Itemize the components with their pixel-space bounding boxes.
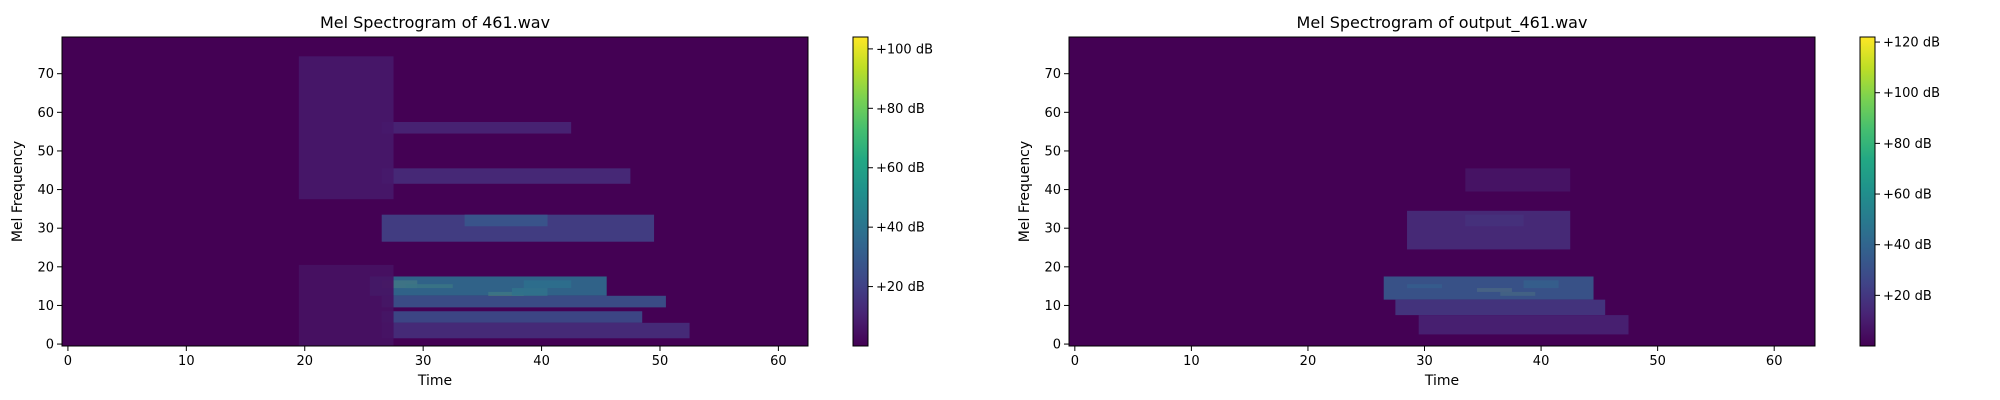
colorbar-tick-label: +80 dB (876, 102, 925, 117)
x-axis-label: Time (1424, 373, 1459, 389)
colorbar-tick-label: +60 dB (1883, 188, 1932, 203)
heatmap-region-15 (298, 264, 394, 346)
y-axis-label: Mel Frequency (10, 141, 26, 242)
heatmap-region-7 (381, 295, 666, 308)
heatmap-region-10 (1465, 168, 1571, 192)
y-tick-label: 50 (37, 144, 54, 159)
heatmap-region-5 (1383, 276, 1594, 300)
x-tick-label: 60 (1766, 354, 1783, 369)
heatmap-region-13 (381, 121, 572, 134)
chart-title: Mel Spectrogram of 461.wav (320, 13, 550, 32)
chart-panel-2: 0 10 20 30 40 50 60 0 10 20 30 40 50 60 70 Mel Spectrog… (1017, 13, 1940, 389)
heatmap-region-7 (1418, 315, 1629, 335)
colorbar-tick-label: +40 dB (1883, 238, 1932, 253)
colorbar-tick-label: +100 dB (1883, 86, 1940, 101)
y-tick-label: 30 (1044, 222, 1061, 237)
colorbar-tick-label: +120 dB (1883, 36, 1940, 51)
y-tick-label: 30 (37, 222, 54, 237)
x-tick-label: 50 (1649, 354, 1666, 369)
y-tick-label: 40 (1044, 183, 1061, 198)
y-tick-label: 20 (37, 260, 54, 275)
y-tick-label: 0 (1053, 338, 1061, 353)
x-tick-label: 40 (1533, 354, 1550, 369)
y-axis-label: Mel Frequency (1017, 141, 1033, 242)
heatmap-region-6 (369, 276, 607, 296)
colorbar-tick-label: +20 dB (876, 280, 925, 295)
heatmap-region-12 (381, 168, 631, 184)
x-tick-label: 0 (64, 354, 72, 369)
x-tick-label: 10 (1183, 354, 1200, 369)
chart-title: Mel Spectrogram of output_461.wav (1297, 13, 1588, 33)
colorbar (1859, 36, 1876, 347)
y-tick-label: 50 (1044, 144, 1061, 159)
heatmap-cells (298, 56, 690, 346)
y-tick-label: 0 (46, 338, 54, 353)
colorbar-tick-label: +40 dB (876, 221, 925, 236)
x-tick-label: 40 (533, 354, 550, 369)
colorbar-tick-label: +100 dB (876, 42, 933, 57)
x-tick-label: 50 (652, 354, 669, 369)
colorbar-tick-label: +60 dB (876, 161, 925, 176)
heatmap-region-14 (298, 56, 394, 200)
heatmap-region-8 (381, 311, 643, 323)
y-tick-label: 60 (37, 106, 54, 121)
x-axis-label: Time (417, 373, 452, 389)
heatmap-region-6 (1395, 299, 1606, 316)
y-tick-label: 70 (1044, 67, 1061, 82)
x-tick-label: 30 (415, 354, 432, 369)
heatmap-region-11 (464, 214, 548, 227)
y-tick-label: 60 (1044, 106, 1061, 121)
x-tick-label: 60 (770, 354, 787, 369)
colorbar (852, 36, 869, 347)
y-tick-label: 20 (1044, 260, 1061, 275)
y-tick-label: 40 (37, 183, 54, 198)
x-tick-label: 30 (1416, 354, 1433, 369)
heatmap-region-9 (1407, 210, 1571, 250)
axes-frame (61, 36, 809, 347)
x-tick-label: 20 (1300, 354, 1317, 369)
y-tick-label: 70 (37, 67, 54, 82)
axes-frame (1068, 36, 1816, 347)
chart-panel-1: 0 10 20 30 40 50 60 0 10 20 30 40 50 60 70 Mel Spectrog… (10, 13, 933, 389)
heatmap-region-9 (381, 322, 690, 339)
colorbar-tick-label: +20 dB (1883, 289, 1932, 304)
y-tick-label: 10 (1044, 299, 1061, 314)
y-tick-label: 10 (37, 299, 54, 314)
x-tick-label: 20 (296, 354, 313, 369)
x-tick-label: 0 (1071, 354, 1079, 369)
x-tick-label: 10 (178, 354, 195, 369)
heatmap-cells (1383, 168, 1629, 335)
colorbar-tick-label: +80 dB (1883, 137, 1932, 152)
